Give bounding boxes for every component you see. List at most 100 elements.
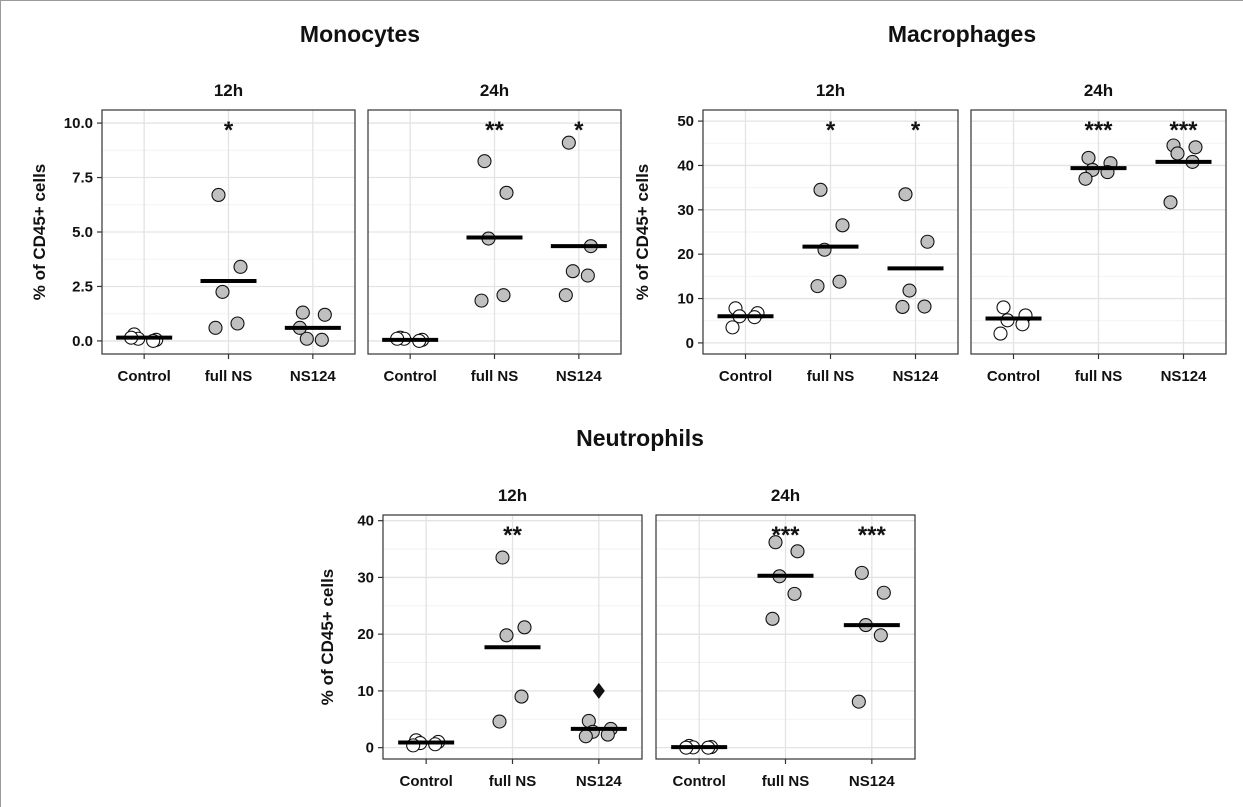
facet-neutrophils: Neutrophils % of CD45+ cells 12h ** Control f… <box>318 425 916 790</box>
x-tick-label: full NS <box>471 368 519 385</box>
data-point <box>580 268 595 283</box>
x-tick-label: NS124 <box>556 368 603 385</box>
data-point <box>876 585 891 600</box>
x-tick-label: Control <box>673 773 726 790</box>
data-point <box>768 535 783 550</box>
significance-marker: *** <box>1169 117 1198 144</box>
chart-title: Macrophages <box>888 21 1036 47</box>
data-point <box>514 689 529 704</box>
data-point <box>208 320 223 335</box>
data-point <box>230 316 245 331</box>
y-tick-label: 2.5 <box>72 278 93 295</box>
significance-marker: *** <box>858 522 887 549</box>
data-point <box>895 299 910 315</box>
data-point <box>851 694 866 709</box>
y-tick-label: 50 <box>677 113 694 130</box>
panel-label: 24h <box>1084 81 1113 100</box>
x-tick-label: NS124 <box>893 368 940 385</box>
panel-label: 24h <box>771 486 800 505</box>
panel-neutrophils-12h: 12h ** Control full NS NS124 0 10 20 30 40 <box>357 486 643 790</box>
panel-label: 12h <box>498 486 527 505</box>
x-tick-label: NS124 <box>849 773 896 790</box>
outlier-marker <box>592 682 605 699</box>
y-tick-label: 30 <box>357 569 374 586</box>
x-tick-label: full NS <box>489 773 537 790</box>
significance-marker: ** <box>503 522 522 549</box>
x-tick-label: full NS <box>807 368 855 385</box>
x-tick-label: Control <box>987 368 1040 385</box>
data-point <box>565 264 580 279</box>
facet-monocytes: Monocytes % of CD45+ cells 12h * Control full… <box>30 21 622 385</box>
data-point <box>233 259 248 274</box>
data-point <box>474 293 489 308</box>
x-tick-label: NS124 <box>1161 368 1208 385</box>
significance-marker: * <box>826 117 836 144</box>
data-point <box>790 544 805 559</box>
data-point <box>1188 140 1203 155</box>
data-point <box>211 187 226 203</box>
x-tick-label: NS124 <box>576 773 623 790</box>
facet-macrophages: Macrophages % of CD45+ cells 12h * * Control f… <box>633 21 1227 385</box>
x-tick-label: full NS <box>1075 368 1123 385</box>
y-tick-label: 7.5 <box>72 170 93 187</box>
data-point <box>295 305 310 320</box>
significance-marker: * <box>224 117 234 144</box>
data-point <box>299 331 314 346</box>
significance-marker: ** <box>485 117 504 144</box>
data-point <box>920 234 935 249</box>
data-point <box>832 274 847 289</box>
significance-marker: * <box>574 117 584 144</box>
y-tick-label: 30 <box>677 202 694 219</box>
x-tick-label: Control <box>118 368 171 385</box>
data-point <box>215 284 230 299</box>
chart-title: Monocytes <box>300 21 420 47</box>
panel-neutrophils-24h: 24h *** *** Control full NS NS124 <box>655 486 916 790</box>
data-point <box>492 714 507 729</box>
significance-marker: *** <box>1084 117 1113 144</box>
data-point <box>835 218 850 233</box>
data-point <box>558 288 573 303</box>
data-point <box>993 326 1008 341</box>
x-tick-label: full NS <box>205 368 253 385</box>
panel-monocytes-24h: 24h** *Control full NS NS124 <box>367 81 622 385</box>
significance-marker: * <box>911 117 921 144</box>
data-point <box>854 565 869 580</box>
x-tick-label: full NS <box>762 773 810 790</box>
panel-label: 12h <box>214 81 243 100</box>
data-point <box>1170 146 1185 161</box>
y-tick-label: 40 <box>357 513 374 530</box>
y-axis-label: % of CD45+ cells <box>633 164 652 301</box>
data-point <box>317 307 332 322</box>
y-tick-label: 10.0 <box>64 115 93 132</box>
y-tick-label: 0 <box>366 740 374 757</box>
y-axis-label: % of CD45+ cells <box>318 569 337 706</box>
panel-label: 24h <box>480 81 509 100</box>
data-point <box>561 135 576 150</box>
data-point <box>765 611 780 626</box>
data-point <box>917 299 932 314</box>
data-point <box>495 550 510 565</box>
panel-monocytes-12h: 12h * Control full NS NS124 0.0 2.5 5.0 7.5 10.0 <box>64 81 356 385</box>
data-point <box>496 288 511 303</box>
data-point <box>996 300 1011 315</box>
y-tick-label: 5.0 <box>72 224 93 241</box>
x-tick-label: Control <box>719 368 772 385</box>
y-tick-label: 20 <box>357 626 374 643</box>
data-point <box>1081 150 1096 165</box>
panel-macrophages-12h: 12h * * Control full NS NS124 0 10 20 30 40 50 <box>677 81 959 385</box>
y-tick-label: 0 <box>686 335 694 352</box>
chart-title: Neutrophils <box>576 425 704 451</box>
data-point <box>1078 171 1093 186</box>
panel-label: 12h <box>816 81 845 100</box>
data-point <box>873 628 888 643</box>
data-point <box>578 729 593 744</box>
data-point <box>725 320 740 335</box>
data-point <box>477 154 492 169</box>
data-point <box>813 182 828 197</box>
x-tick-label: Control <box>384 368 437 385</box>
y-tick-label: 0.0 <box>72 333 93 350</box>
data-point <box>1163 195 1178 210</box>
y-tick-label: 40 <box>677 157 694 174</box>
significance-marker: *** <box>771 522 800 549</box>
